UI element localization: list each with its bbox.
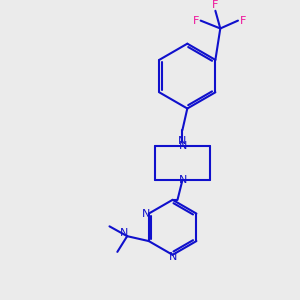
- Text: N: N: [168, 252, 177, 262]
- Text: F: F: [240, 16, 246, 26]
- Text: N: N: [178, 136, 187, 146]
- Text: F: F: [193, 16, 199, 26]
- Text: N: N: [120, 228, 128, 238]
- Text: N: N: [179, 141, 188, 151]
- Text: N: N: [179, 175, 188, 185]
- Text: F: F: [212, 0, 219, 10]
- Text: N: N: [142, 208, 150, 219]
